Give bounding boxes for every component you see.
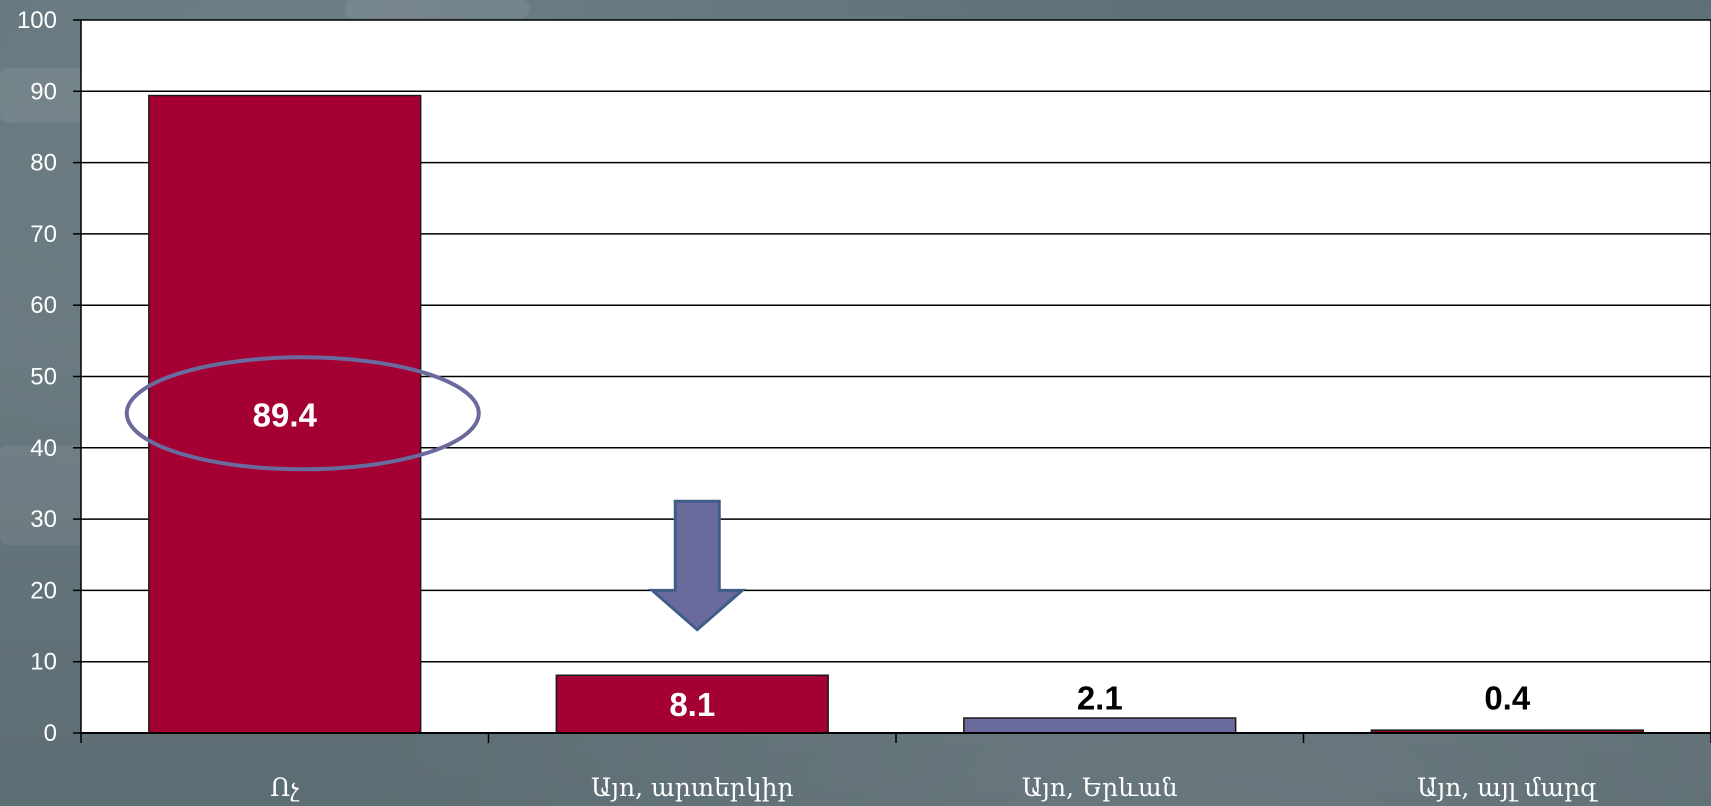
data-label: 0.4	[1484, 679, 1531, 716]
y-tick-label: 50	[30, 364, 57, 391]
ellipse-highlight	[124, 355, 481, 472]
x-tick-label: Այո, այլ մարզ	[1417, 773, 1598, 802]
y-tick-label: 30	[30, 506, 57, 533]
background-shape	[0, 68, 95, 123]
y-axis-ticks: 0 10 20 30 40 50 60 70 80 90 100	[17, 7, 81, 747]
y-tick-label: 60	[30, 292, 57, 319]
y-tick-label: 80	[30, 150, 57, 177]
background-shape	[345, 0, 530, 18]
bar	[148, 94, 422, 734]
background-shape	[0, 445, 90, 545]
data-labels: 89.4 8.1 2.1 0.4	[253, 396, 1531, 723]
y-tick-label: 70	[30, 221, 57, 248]
x-tick-label: Այո, Երևան	[1022, 773, 1178, 802]
data-label: 89.4	[253, 396, 318, 433]
y-tick-label: 100	[17, 7, 57, 34]
bar	[963, 717, 1237, 734]
down-arrow-icon	[648, 499, 747, 632]
bars	[148, 94, 1644, 734]
x-tick-label: Այո, արտերկիր	[591, 773, 794, 802]
x-axis: Ոչ Այո, արտերկիր Այո, Երևան Այո, այլ մարզ	[80, 732, 1711, 802]
y-tick-label: 90	[30, 78, 57, 105]
data-label: 8.1	[669, 686, 715, 723]
y-tick-label: 20	[30, 577, 57, 604]
y-tick-label: 0	[44, 720, 57, 747]
data-label: 2.1	[1077, 679, 1123, 716]
y-tick-label: 10	[30, 649, 57, 676]
y-tick-label: 40	[30, 435, 57, 462]
bar	[555, 674, 829, 734]
annotations	[124, 355, 747, 632]
x-tick-label: Ոչ	[270, 773, 300, 802]
